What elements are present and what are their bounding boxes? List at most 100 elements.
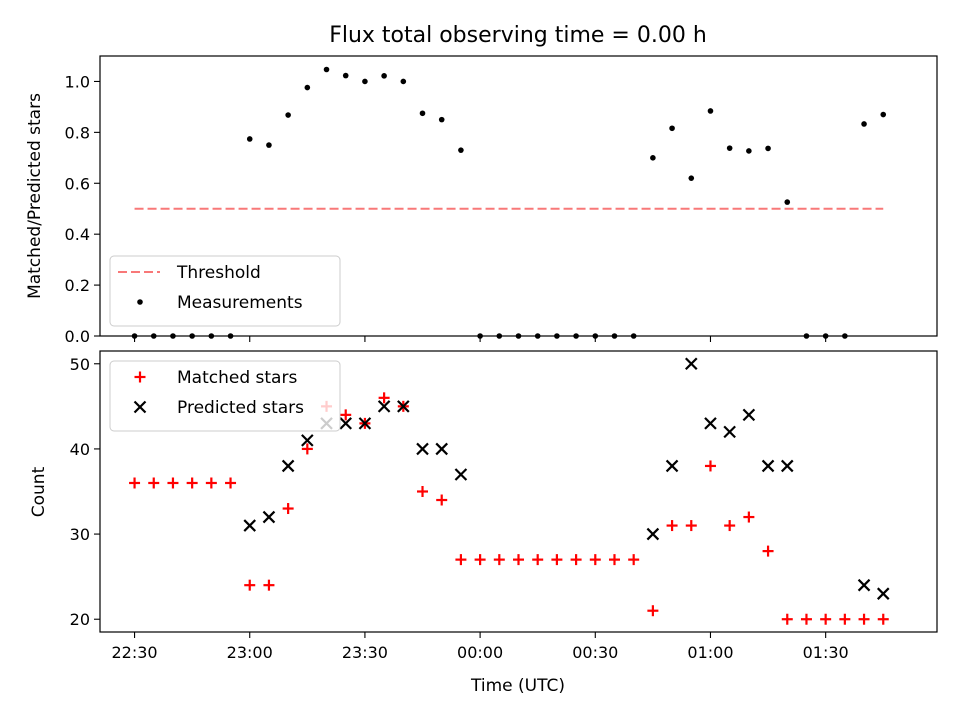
predicted-stars-point [876,587,890,600]
matched-stars-point [493,554,505,566]
predicted-stars-point [742,408,756,422]
matched-stars-point [186,477,198,489]
count-x-axis: 22:30 23:00 23:30 00:00 00:30 01:00 01:30 [112,632,849,662]
legend-label: Matched stars [177,368,297,388]
legend-label: Predicted stars [177,398,304,418]
matched-stars-point [263,579,275,591]
matched-stars-point [455,554,467,566]
marks-group [129,357,890,625]
x-tick-label: 22:30 [112,643,158,662]
matched-stars-point [685,520,697,532]
matched-stars-point [436,494,448,506]
measurements-point [765,145,771,152]
measurements-point [362,78,368,85]
y-tick-label: 0.0 [65,327,90,346]
y-tick-label: 0.4 [65,225,90,244]
matched-stars-point [589,554,601,566]
matched-stars-point [608,554,620,566]
matched-stars-point [225,477,237,489]
measurements-point [669,125,675,132]
predicted-stars-point [857,578,871,592]
measurements-point [688,175,695,181]
y-tick-label: 30 [70,525,90,544]
matched-stars-point [724,520,736,532]
matched-stars-point [628,554,640,566]
count-y-axis-label: Count [29,466,49,517]
measurements-point [342,72,349,79]
predicted-stars-point [780,459,794,473]
measurements-point [419,110,426,117]
ratio-legend: Threshold Measurements [109,255,341,327]
predicted-stars-point [281,459,295,473]
matched-stars-point [858,613,870,625]
matched-stars-point [820,613,832,625]
legend-label: Measurements [177,293,303,313]
matched-stars-point [340,409,352,421]
predicted-stars-point [301,434,314,447]
predicted-stars-point [358,417,372,430]
measurements-point [880,111,887,118]
y-tick-label: 0.8 [65,123,90,142]
matched-stars-point [474,554,486,566]
count-legend: Matched stars Predicted stars [109,360,341,432]
measurements-point [285,112,291,118]
matched-stars-point [167,477,179,489]
legend-label: Threshold [176,263,261,283]
legend-box [109,255,341,327]
measurements-point [381,73,387,79]
ratio-panel: 0.0 0.2 0.4 0.6 0.8 1.0 Matched/Predicted sta… [25,55,938,346]
count-axes-frame [99,350,938,633]
legend-swatch [133,400,147,414]
predicted-stars-point [377,400,391,413]
predicted-stars-point [704,417,717,430]
matched-stars-point [301,443,313,455]
ratio-x-axis [134,336,827,342]
matched-stars-point [647,605,659,617]
matched-stars-point [800,613,812,625]
measurements-point [861,121,867,127]
matched-stars-point [762,545,774,557]
matched-stars-point [148,477,160,489]
y-tick-label: 40 [70,440,90,459]
matched-stars-point [513,554,524,566]
matched-stars-point [839,613,851,625]
predicted-stars-point [339,417,353,430]
measurements-point [304,84,311,91]
measurements-point [707,108,714,114]
y-tick-label: 0.6 [65,174,90,193]
predicted-stars-point [243,519,257,532]
ratio-axes-frame [99,55,938,337]
predicted-stars-point [723,425,736,439]
y-tick-label: 50 [70,355,90,374]
matched-stars-point [877,613,889,625]
predicted-stars-point [435,442,448,456]
figure-title: Flux total observing time = 0.00 h [329,23,707,48]
predicted-stars-point [416,442,429,456]
x-tick-label: 01:30 [803,643,849,662]
matched-stars-point [129,477,141,489]
matched-stars-point [205,477,217,489]
measurements-point [400,78,407,85]
measurements-point [438,116,445,123]
matched-stars-point [570,554,582,566]
measurements-point [323,66,330,73]
measurements-point [784,199,791,205]
measurements-point [266,142,272,148]
predicted-stars-point [262,510,276,524]
predicted-stars-point [684,357,698,371]
predicted-stars-point [454,468,468,481]
matched-stars-point [551,554,563,566]
x-tick-label: 00:00 [457,643,503,662]
legend-swatch [134,371,146,383]
predicted-stars-point [761,459,775,473]
matched-stars-point [532,554,544,566]
count-panel: 20 30 40 50 22:30 23:00 23:30 00:00 00:30 01:00 0… [29,350,938,662]
legend-box [109,360,341,432]
matched-stars-point [282,503,294,515]
y-tick-label: 20 [70,610,90,629]
matched-stars-point [781,613,793,625]
predicted-stars-point [665,459,679,473]
matched-stars-point [244,579,256,591]
predicted-stars-point [646,527,660,541]
